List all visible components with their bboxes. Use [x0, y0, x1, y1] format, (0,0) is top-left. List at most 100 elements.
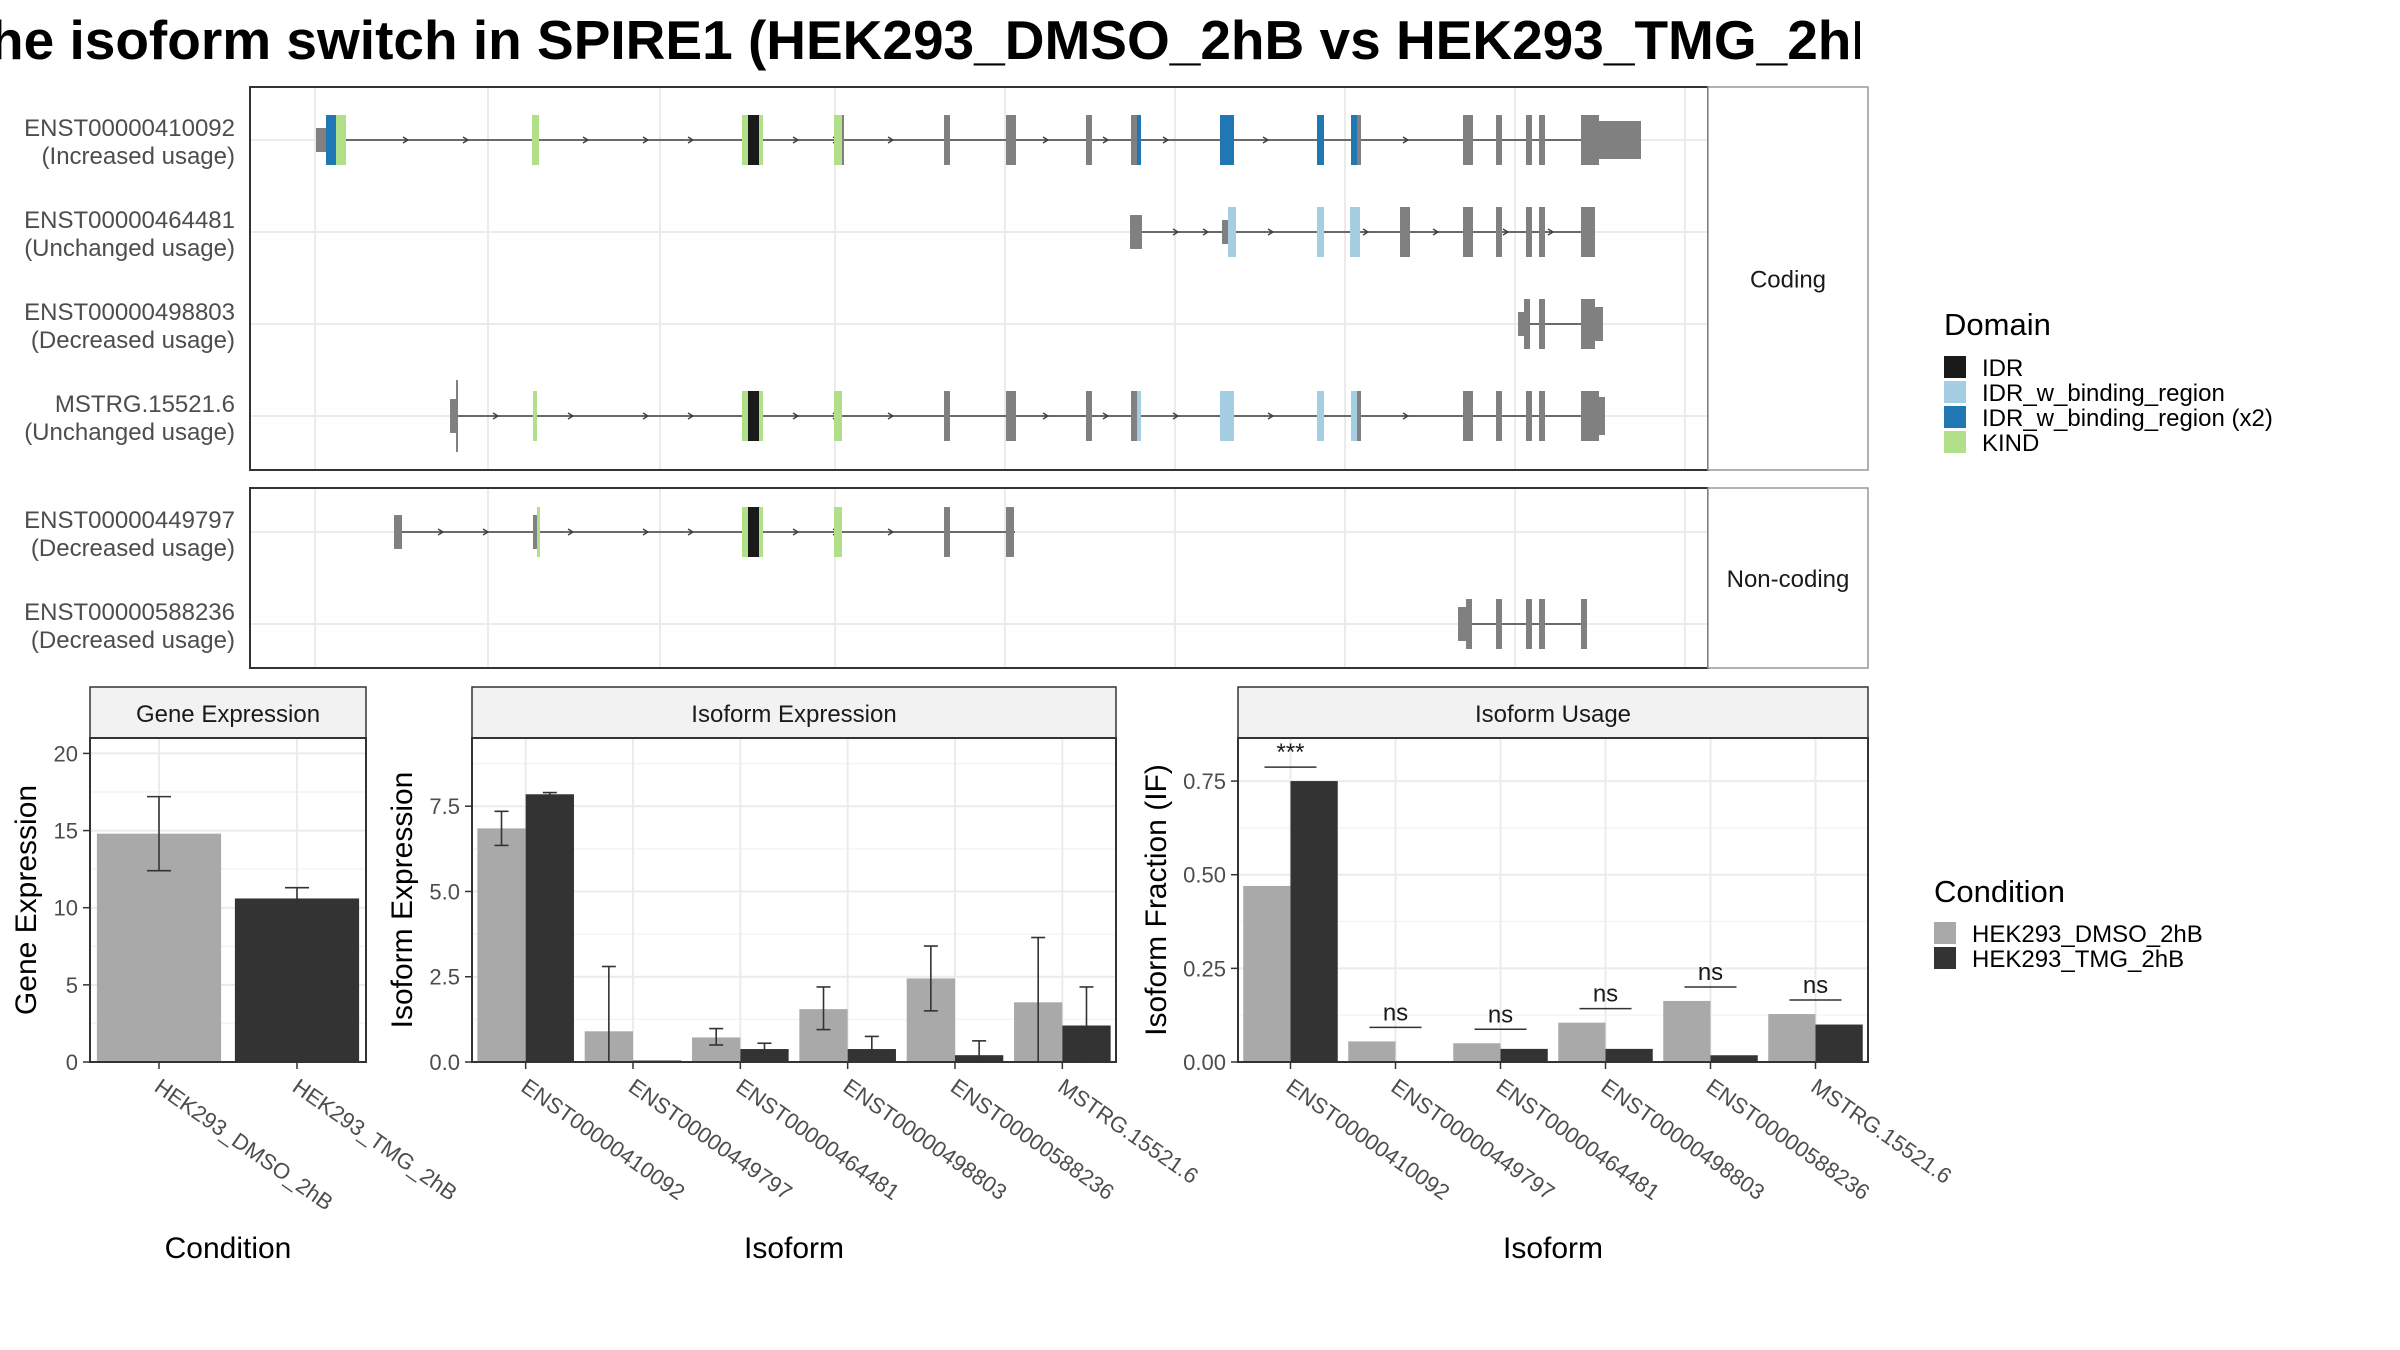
exon-block	[748, 391, 759, 441]
exon-block	[1581, 299, 1595, 349]
exon-block	[748, 115, 759, 165]
bar	[1663, 1000, 1711, 1062]
exon-block	[456, 380, 458, 452]
intron-arrow	[482, 528, 490, 536]
isoform-id-label: ENST00000449797	[24, 507, 235, 534]
domain-legend-swatch	[1944, 406, 1966, 428]
intron-arrow	[582, 136, 590, 144]
exon-block	[944, 391, 950, 441]
intron-arrow	[1547, 228, 1555, 236]
intron-arrow	[792, 136, 800, 144]
facet-strip	[471, 686, 1117, 739]
facet-strip	[1237, 686, 1869, 739]
intron-arrow	[1502, 228, 1510, 236]
exon-block	[1526, 207, 1532, 257]
intron-arrow	[1262, 136, 1270, 144]
exon-block	[1581, 599, 1587, 649]
exon-block	[1317, 115, 1324, 165]
y-axis-title: Isoform Fraction (IF)	[1140, 764, 1173, 1036]
exon-block	[1496, 599, 1502, 649]
significance-label: ns	[1593, 981, 1618, 1008]
significance-label: ns	[1488, 1001, 1513, 1028]
exon-block	[1220, 115, 1234, 165]
intron-arrow	[462, 136, 470, 144]
y-axis-title: Isoform Expression	[386, 772, 419, 1029]
y-tick-label: 0.50	[1183, 863, 1226, 888]
exon-block	[1466, 599, 1472, 649]
bar	[477, 828, 526, 1062]
exon-block	[1595, 307, 1603, 341]
exon-block	[759, 115, 763, 165]
exon-block	[834, 507, 842, 557]
exon-block	[742, 115, 748, 165]
exon-block	[1526, 391, 1532, 441]
exon-block	[1581, 391, 1599, 441]
exon-block	[316, 128, 328, 152]
intron-arrow	[1362, 228, 1370, 236]
y-tick-label: 0	[66, 1050, 78, 1075]
y-tick-label: 0.75	[1183, 769, 1226, 794]
exon-block	[532, 115, 539, 165]
exon-block	[1496, 115, 1502, 165]
isoform-id-label: ENST00000410092	[24, 115, 235, 142]
bar-panel-border	[471, 737, 1117, 1063]
exon-block	[537, 507, 540, 557]
exon-block	[1599, 397, 1605, 435]
exon-block	[1351, 391, 1357, 441]
exon-block	[1539, 299, 1545, 349]
intron-arrow	[642, 136, 650, 144]
exon-block	[1357, 391, 1361, 441]
exon-block	[1137, 115, 1141, 165]
intron-arrow	[1102, 136, 1110, 144]
bar-panel-border	[89, 737, 367, 1063]
exon-block	[1524, 299, 1530, 349]
intron-arrow	[492, 412, 500, 420]
exon-block	[1463, 207, 1473, 257]
structure-strip	[1707, 487, 1869, 669]
bar	[1500, 1048, 1548, 1062]
exon-block	[834, 391, 842, 441]
domain-legend-label: IDR	[1982, 355, 2023, 382]
intron-arrow	[887, 136, 895, 144]
isoform-id-label: MSTRG.15521.6	[55, 391, 235, 418]
domain-legend-swatch	[1944, 356, 1966, 378]
facet-title: Gene Expression	[136, 701, 320, 728]
facet-title: Isoform Usage	[1475, 701, 1631, 728]
isoform-status-label: (Unchanged usage)	[24, 419, 235, 446]
exon-block	[1581, 115, 1599, 165]
bar	[1348, 1041, 1396, 1062]
intron-arrow	[887, 412, 895, 420]
exon-block	[1006, 115, 1016, 165]
exon-block	[842, 115, 844, 165]
exon-block	[1463, 391, 1473, 441]
y-tick-label: 7.5	[429, 794, 460, 819]
y-tick-label: 0.00	[1183, 1050, 1226, 1075]
y-tick-label: 15	[54, 819, 78, 844]
exon-block	[944, 507, 950, 557]
bar-panel	[1238, 738, 1868, 1062]
bar-panel-border	[1237, 737, 1869, 1063]
bar	[1243, 885, 1291, 1062]
condition-legend-label: HEK293_TMG_2hB	[1972, 946, 2184, 973]
exon-block	[450, 399, 456, 433]
structure-panel-noncoding	[250, 488, 1708, 668]
exon-block	[1458, 607, 1466, 641]
isoform-id-label: ENST00000464481	[24, 207, 235, 234]
structure-strip	[1707, 86, 1869, 471]
y-axis-title: Gene Expression	[10, 785, 43, 1015]
exon-block	[834, 115, 842, 165]
bar	[1453, 1043, 1501, 1062]
exon-block	[944, 115, 950, 165]
exon-block	[1131, 391, 1137, 441]
exon-block	[394, 515, 402, 549]
bar	[1605, 1048, 1653, 1062]
y-tick-label: 10	[54, 896, 78, 921]
exon-block	[748, 507, 759, 557]
exon-block	[1599, 121, 1641, 159]
intron-arrow	[1102, 412, 1110, 420]
isoform-status-label: (Unchanged usage)	[24, 235, 235, 262]
y-tick-label: 5.0	[429, 879, 460, 904]
exon-block	[1581, 207, 1595, 257]
figure-title: he isoform switch in SPIRE1 (HEK293_DMSO…	[0, 9, 1860, 71]
